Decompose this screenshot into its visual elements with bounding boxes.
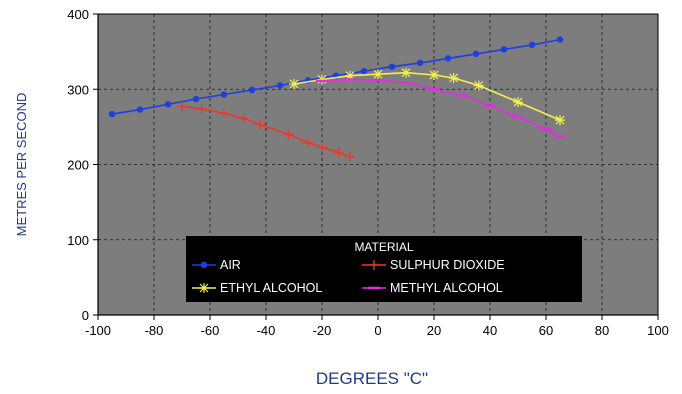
data-point [220, 91, 228, 98]
data-point [248, 86, 256, 94]
series-sulphur-dioxide [177, 101, 355, 162]
series-air [108, 36, 564, 118]
legend-title: MATERIAL [354, 240, 413, 254]
data-point [556, 36, 564, 43]
data-point [276, 82, 284, 89]
data-point [289, 78, 299, 89]
data-point [164, 101, 172, 108]
data-point [369, 260, 379, 270]
data-point [136, 106, 144, 113]
data-point [177, 101, 187, 112]
data-point [238, 113, 249, 124]
data-point [303, 137, 313, 148]
x-tick-label: 80 [595, 323, 609, 338]
y-tick-label: 0 [82, 308, 89, 323]
y-tick-label: 100 [67, 233, 89, 248]
legend-item: ETHYL ALCOHOL [192, 281, 322, 295]
y-tick-label: 400 [67, 7, 89, 22]
data-point [388, 63, 396, 70]
data-point [333, 147, 344, 158]
series-line [181, 105, 351, 158]
y-tick-label: 200 [67, 158, 89, 173]
legend-item: AIR [192, 258, 241, 272]
legend-item: METHYL ALCOHOL [362, 281, 503, 295]
x-tick-label: 20 [427, 323, 441, 338]
legend-box [186, 236, 582, 302]
data-point [317, 142, 327, 153]
series-ethyl-alcohol [289, 67, 565, 126]
data-point [360, 67, 368, 75]
data-point [416, 59, 424, 67]
data-point [200, 261, 208, 269]
y-tick-label: 300 [67, 82, 89, 97]
data-point [401, 67, 411, 78]
series-methyl-alcohol [316, 78, 566, 138]
x-tick-label: -100 [85, 323, 111, 338]
data-point [108, 110, 116, 118]
data-point [196, 103, 207, 114]
data-point [317, 74, 327, 85]
series-line [321, 78, 561, 138]
data-point [513, 97, 523, 108]
data-point [345, 70, 355, 81]
x-axis-title: DEGREES "C" [316, 369, 428, 388]
data-point [472, 50, 480, 58]
x-tick-label: -40 [257, 323, 276, 338]
data-point [199, 283, 209, 293]
x-tick-label: 60 [539, 323, 553, 338]
data-point [500, 46, 508, 53]
data-point [283, 129, 294, 140]
data-point [448, 72, 459, 83]
data-point [219, 108, 229, 119]
series-line [293, 71, 561, 121]
legend-label: SULPHUR DIOXIDE [390, 258, 505, 272]
legend-item: SULPHUR DIOXIDE [362, 258, 505, 272]
data-point [473, 80, 484, 91]
y-axis-title: METRES PER SECOND [14, 93, 29, 237]
data-point [528, 41, 536, 49]
x-tick-label: -20 [313, 323, 332, 338]
x-tick-label: 40 [483, 323, 497, 338]
x-tick-label: -60 [201, 323, 220, 338]
legend-label: AIR [220, 258, 241, 272]
data-point [373, 69, 383, 80]
data-point [429, 69, 439, 80]
data-point [255, 119, 266, 130]
data-point [192, 95, 200, 103]
data-point [444, 55, 452, 62]
data-point [555, 115, 565, 126]
x-tick-label: -80 [145, 323, 164, 338]
data-point [345, 151, 355, 162]
legend-label: ETHYL ALCOHOL [220, 281, 322, 295]
x-tick-label: 0 [374, 323, 381, 338]
legend: MATERIAL AIR SULPHUR DIOXIDE ETHYL ALCOHOL M… [186, 236, 582, 302]
legend-label: METHYL ALCOHOL [390, 281, 503, 295]
x-tick-label: 100 [647, 323, 669, 338]
